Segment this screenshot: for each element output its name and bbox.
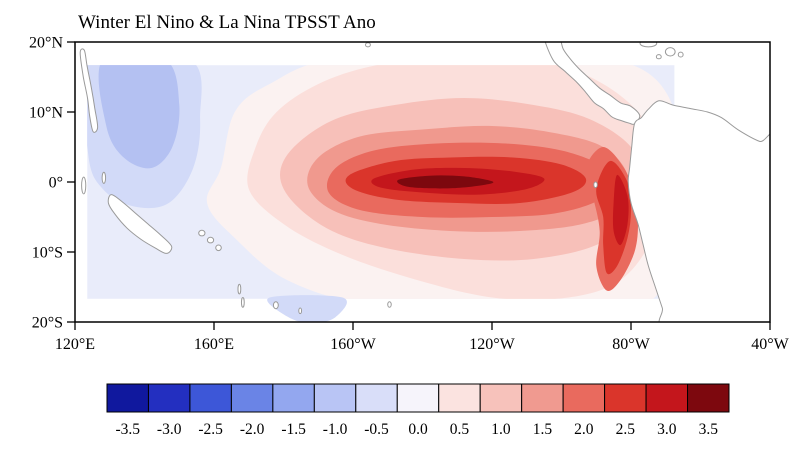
island-cuba — [639, 42, 658, 48]
colorbar-box — [189, 383, 232, 413]
colorbar-label: 2.5 — [616, 421, 636, 438]
colorbar-label: -3.0 — [157, 421, 182, 438]
x-tick-label: 40°W — [751, 336, 789, 353]
island-fiji — [272, 301, 279, 310]
chart-title: Winter El Nino & La Nina TPSST Ano — [78, 12, 376, 33]
colorbar-label: 1.5 — [533, 421, 553, 438]
x-tick-label: 120°E — [55, 336, 95, 353]
island-hispaniola — [664, 47, 676, 57]
colorbar-box — [645, 383, 689, 413]
island-solomon-2 — [206, 236, 215, 244]
island-vanuatu-1 — [237, 283, 242, 295]
domain-clipped-field — [87, 65, 675, 299]
anomaly-field-layer — [87, 65, 675, 322]
colorbar-label: 3.0 — [657, 421, 677, 438]
island-tonga — [298, 307, 303, 315]
y-tick-label: 0° — [49, 175, 63, 192]
island-solomon-1 — [198, 229, 206, 237]
y-tick-label: 20°S — [32, 315, 63, 332]
y-tick-label: 10°S — [32, 245, 63, 262]
island-tahiti — [387, 301, 392, 308]
colorbar-box — [230, 383, 274, 413]
colorbar-box — [313, 383, 357, 413]
y-tick-label: 20°N — [29, 35, 63, 52]
x-tick-label: 120°W — [469, 336, 515, 353]
colorbar-box — [147, 383, 191, 413]
colorbar-box — [687, 383, 730, 413]
colorbar-label: 0.0 — [408, 421, 428, 438]
x-tick-label: 160°E — [194, 336, 234, 353]
colorbar-box — [106, 383, 149, 413]
island-halmahera — [101, 171, 107, 184]
land-new-guinea — [107, 194, 173, 254]
island-puerto-rico — [677, 51, 684, 58]
island-jamaica — [655, 54, 662, 60]
colorbar-label: -0.5 — [364, 421, 389, 438]
colorbar-box — [562, 383, 606, 413]
coastal-contour-3 — [612, 174, 629, 246]
colorbar-label: -3.5 — [115, 421, 140, 438]
y-tick-label: 10°N — [29, 105, 63, 122]
land-south-america — [627, 100, 770, 322]
colorbar-box — [438, 383, 481, 413]
colorbar-label: 0.5 — [450, 421, 470, 438]
colorbar-box — [604, 383, 647, 413]
island-galapagos — [593, 181, 598, 189]
negative-contour--0.5 — [267, 295, 347, 322]
land-philippines — [79, 48, 99, 133]
coastline-layer — [79, 42, 770, 322]
colorbar-box — [355, 383, 398, 413]
colorbar-label: 1.0 — [491, 421, 511, 438]
x-tick-label: 80°W — [612, 336, 650, 353]
negative-contour--1 — [98, 65, 180, 169]
colorbar-box — [521, 383, 564, 413]
positive-contour-3.5 — [397, 175, 494, 189]
colorbar-label: -1.0 — [323, 421, 348, 438]
colorbar: -3.5 -3.0 -2.5 -2.0 -1.5 -1.0 -0.5 0.0 0.5 1.0 1.5… — [106, 383, 730, 438]
axes-frame-layer: 120°E 160°E 160°W 120°W 80°W 40°W 20°N 10°N 0° 10… — [29, 35, 790, 354]
island-vanuatu-2 — [240, 297, 245, 308]
colorbar-box — [479, 383, 523, 413]
colorbar-label: -2.0 — [240, 421, 265, 438]
colorbar-box — [272, 383, 315, 413]
colorbar-label: 2.0 — [574, 421, 594, 438]
island-hawaii — [365, 42, 371, 48]
colorbar-box — [396, 383, 440, 413]
colorbar-label: 3.5 — [699, 421, 719, 438]
x-tick-label: 160°W — [330, 336, 376, 353]
colorbar-label: -1.5 — [281, 421, 306, 438]
island-sulawesi — [81, 176, 87, 195]
island-solomon-3 — [215, 244, 222, 252]
colorbar-label: -2.5 — [198, 421, 223, 438]
